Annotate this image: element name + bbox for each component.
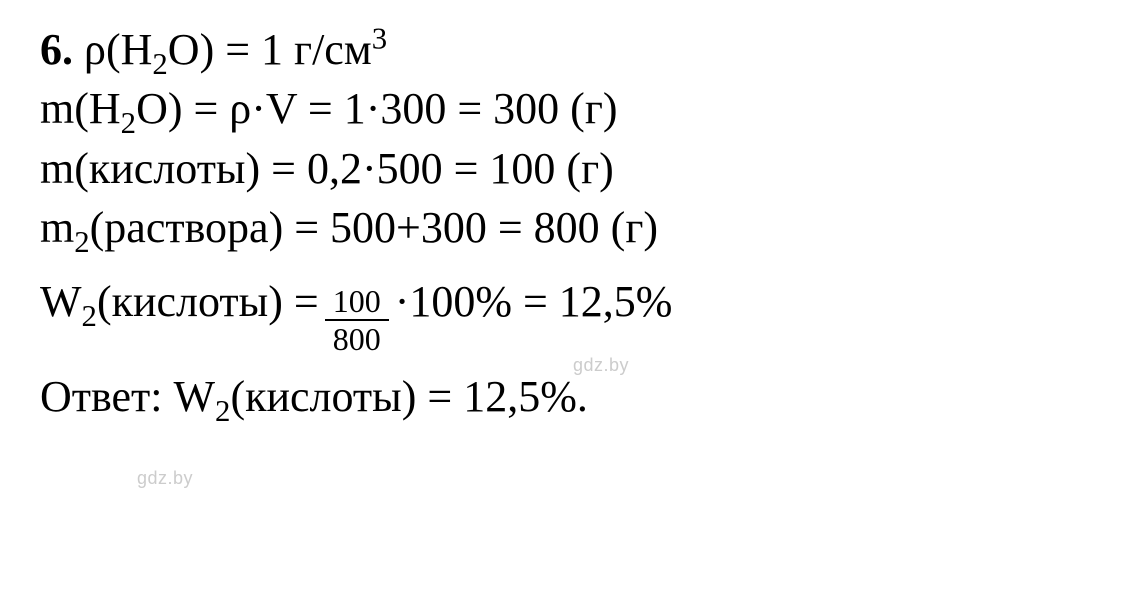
math-solution-block: 6. ρ(H2O) = 1 г/см3 m(H2O) = ρ·V = 1·300… [40, 20, 1092, 426]
line6-text: Ответ: W2(кислоты) = 12,5%. [40, 367, 588, 426]
equation-line-2: m(H2O) = ρ·V = 1·300 = 300 (г) [40, 79, 1092, 138]
watermark-text: gdz.by [137, 468, 193, 489]
numerator: 100 [325, 285, 389, 321]
equation-line-1: 6. ρ(H2O) = 1 г/см3 [40, 20, 1092, 79]
line4-text: m2(раствора) = 500+300 = 800 (г) [40, 198, 658, 257]
equation-line-4: m2(раствора) = 500+300 = 800 (г) [40, 198, 1092, 257]
fraction: 100 800 [325, 285, 389, 355]
denominator: 800 [325, 321, 389, 355]
equation-line-5: W2(кислоты) = 100 800 ·100% = 12,5% [40, 272, 1092, 359]
line2-text: m(H2O) = ρ·V = 1·300 = 300 (г) [40, 79, 618, 138]
line5-prefix: W2(кислоты) = [40, 272, 319, 331]
problem-number: 6. [40, 20, 73, 79]
equation-line-6-answer: Ответ: W2(кислоты) = 12,5%. [40, 367, 1092, 426]
line3-text: m(кислоты) = 0,2·500 = 100 (г) [40, 139, 614, 198]
line1-text: ρ(H2O) = 1 г/см3 [73, 20, 387, 79]
line5-suffix: ·100% = 12,5% [395, 272, 673, 331]
equation-line-3: m(кислоты) = 0,2·500 = 100 (г) [40, 139, 1092, 198]
